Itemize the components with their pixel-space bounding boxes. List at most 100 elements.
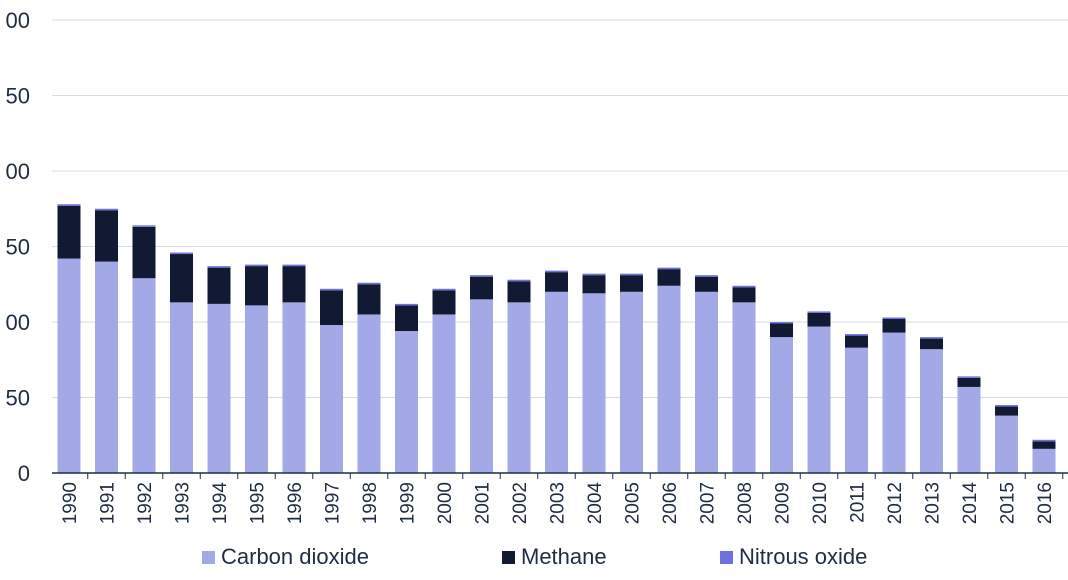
bar-segment-methane	[57, 205, 81, 259]
y-tick-label: 0	[18, 461, 30, 486]
x-tick-label: 1995	[248, 482, 269, 524]
legend-item-methane: Methane	[502, 544, 607, 570]
x-tick-label: 2001	[473, 482, 494, 524]
bar-segment-nitrous-oxide	[132, 225, 156, 227]
bar-segment-carbon-dioxide	[357, 314, 381, 473]
bar-segment-nitrous-oxide	[770, 322, 793, 324]
bar-segment-nitrous-oxide	[207, 266, 231, 268]
bar-segment-methane	[995, 406, 1018, 416]
y-tick-label: 50	[6, 386, 30, 411]
bar-segment-methane	[882, 318, 906, 333]
bar-segment-methane	[695, 276, 718, 292]
bar-segment-carbon-dioxide	[1032, 448, 1056, 473]
bar-segment-nitrous-oxide	[170, 252, 193, 255]
bar-segment-nitrous-oxide	[320, 288, 343, 291]
bar-segment-methane	[957, 377, 981, 387]
legend-item-nitrous-oxide: Nitrous oxide	[720, 544, 867, 570]
bar-segment-nitrous-oxide	[507, 279, 531, 282]
x-tick-label: 2015	[998, 482, 1019, 524]
x-tick-label: 2016	[1035, 482, 1056, 524]
bar-segment-carbon-dioxide	[582, 293, 606, 473]
x-tick-label: 1992	[135, 482, 156, 524]
bar-segment-carbon-dioxide	[432, 314, 456, 473]
y-tick-label: 00	[6, 8, 30, 33]
legend: Carbon dioxide Methane Nitrous oxide	[0, 544, 1068, 574]
bar-segment-methane	[657, 269, 681, 286]
bar-segment-carbon-dioxide	[957, 386, 981, 473]
bar-segment-nitrous-oxide	[695, 275, 718, 277]
x-tick-label: 2011	[848, 482, 869, 523]
bar-segment-carbon-dioxide	[395, 331, 418, 473]
bar-segment-methane	[95, 210, 118, 262]
bar-segment-carbon-dioxide	[507, 302, 531, 473]
x-tick-label: 2006	[660, 482, 681, 524]
bar-segment-methane	[732, 287, 756, 303]
bar-segment-nitrous-oxide	[545, 270, 568, 273]
x-tick-label: 1993	[173, 482, 194, 524]
y-tick-label: 50	[6, 235, 30, 260]
y-tick-label: 50	[6, 84, 30, 109]
x-tick-label: 2004	[585, 482, 606, 525]
bar-segment-methane	[320, 290, 343, 326]
bar-segment-nitrous-oxide	[620, 273, 643, 276]
bar-segment-carbon-dioxide	[132, 278, 156, 473]
x-tick-label: 1991	[98, 482, 119, 524]
x-tick-label: 2014	[960, 482, 981, 525]
x-axis-ticks: 1990 1991 1992 1993 1994 1995 1996 1997 1998 1999…	[60, 473, 1064, 525]
x-tick-label: 1994	[210, 482, 231, 525]
x-tick-label: 2009	[773, 482, 794, 524]
bar-segment-methane	[507, 281, 531, 303]
bar-segment-carbon-dioxide	[920, 349, 943, 473]
x-tick-label: 2008	[735, 482, 756, 524]
bar-segment-methane	[470, 276, 493, 300]
bar-segment-carbon-dioxide	[57, 258, 81, 473]
bar-segment-carbon-dioxide	[282, 302, 306, 473]
legend-swatch-carbon-dioxide	[202, 550, 215, 564]
x-tick-label: 1997	[323, 482, 344, 524]
legend-label-carbon-dioxide: Carbon dioxide	[221, 544, 369, 569]
bar-segment-nitrous-oxide	[732, 285, 756, 288]
bars	[57, 204, 1056, 473]
bar-segment-nitrous-oxide	[470, 275, 493, 277]
y-tick-label: 00	[6, 310, 30, 335]
x-tick-label: 1990	[60, 482, 81, 524]
bar-segment-methane	[1032, 441, 1056, 449]
x-tick-label: 1998	[360, 482, 381, 524]
x-tick-label: 2010	[810, 482, 831, 524]
bar-segment-methane	[357, 284, 381, 315]
x-tick-label: 2013	[923, 482, 944, 524]
x-tick-label: 1996	[285, 482, 306, 524]
x-tick-label: 1999	[398, 482, 419, 524]
bar-segment-methane	[620, 275, 643, 292]
y-tick-label: 00	[6, 159, 30, 184]
bar-segment-methane	[807, 312, 831, 327]
bar-segment-carbon-dioxide	[995, 415, 1018, 473]
bar-segment-methane	[920, 338, 943, 350]
bar-segment-nitrous-oxide	[432, 288, 456, 291]
bar-segment-nitrous-oxide	[95, 208, 118, 211]
x-tick-label: 2012	[885, 482, 906, 524]
bar-segment-nitrous-oxide	[245, 264, 268, 267]
bar-segment-nitrous-oxide	[882, 317, 906, 319]
bar-segment-nitrous-oxide	[657, 267, 681, 270]
bar-segment-nitrous-oxide	[395, 303, 418, 306]
bar-segment-methane	[245, 266, 268, 306]
bar-segment-methane	[170, 254, 193, 303]
legend-swatch-methane	[502, 550, 515, 564]
bar-segment-methane	[770, 323, 793, 338]
bar-segment-methane	[207, 267, 231, 304]
bar-segment-nitrous-oxide	[57, 204, 81, 206]
bar-segment-nitrous-oxide	[1032, 439, 1056, 442]
bar-segment-nitrous-oxide	[845, 334, 868, 336]
bar-segment-carbon-dioxide	[545, 291, 568, 473]
x-tick-label: 2007	[698, 482, 719, 524]
bar-segment-methane	[132, 226, 156, 279]
bar-segment-methane	[845, 335, 868, 348]
x-tick-label: 2005	[623, 482, 644, 524]
bar-segment-carbon-dioxide	[882, 332, 906, 473]
y-axis-ticks: 0 50 00 50 00 50 00	[6, 8, 30, 486]
bar-segment-nitrous-oxide	[807, 311, 831, 313]
bar-segment-methane	[545, 272, 568, 292]
bar-segment-carbon-dioxide	[845, 347, 868, 473]
